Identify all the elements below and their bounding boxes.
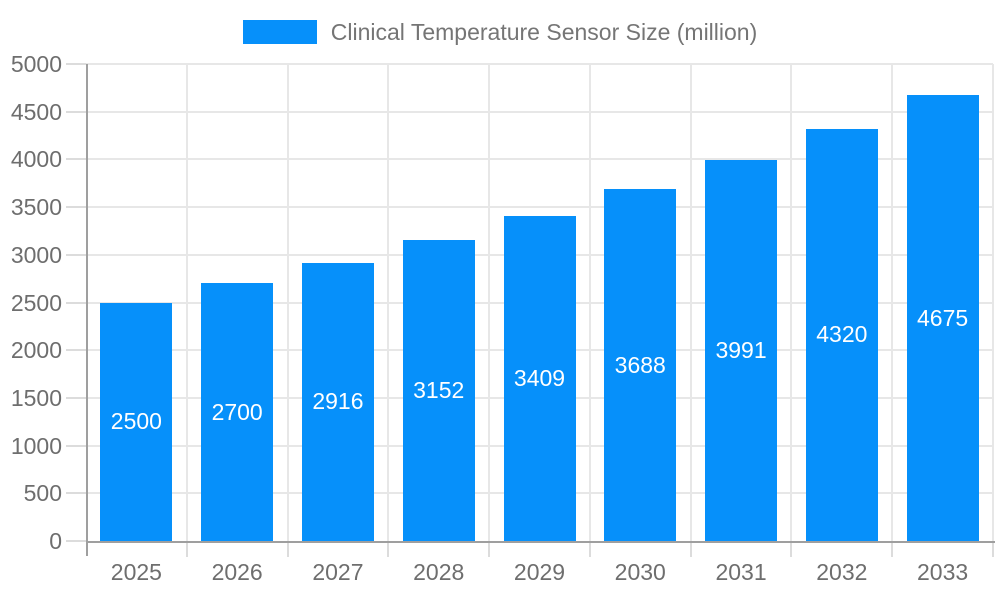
x-axis-label-2028: 2028 (413, 559, 465, 585)
legend-swatch (242, 20, 317, 44)
bar-2027[interactable]: 2916 (301, 262, 374, 541)
x-axis-tick (387, 543, 390, 557)
x-gridline (689, 64, 692, 541)
x-gridline (286, 64, 289, 541)
y-axis-tick (66, 444, 86, 447)
y-axis-label: 2500 (10, 289, 62, 316)
x-axis-tick (286, 543, 289, 557)
x-axis-tick (790, 543, 793, 557)
bar-value-label: 3991 (715, 337, 767, 364)
y-axis-tick (66, 158, 86, 161)
y-axis-tick (66, 63, 86, 65)
bar-2029[interactable]: 3409 (503, 215, 576, 541)
y-axis-label: 1000 (10, 432, 62, 459)
x-axis-tick (689, 543, 692, 557)
bar-2026[interactable]: 2700 (201, 283, 274, 541)
x-axis-line (86, 541, 995, 543)
y-axis-label: 3500 (10, 194, 62, 221)
y-axis-tick (66, 301, 86, 304)
x-gridline (790, 64, 793, 541)
x-gridline (588, 64, 591, 541)
y-axis-tick (66, 396, 86, 399)
x-axis-label-2027: 2027 (312, 559, 364, 585)
y-axis-label: 2000 (10, 337, 62, 364)
bar-value-label: 4320 (816, 321, 868, 348)
bar-2028[interactable]: 3152 (402, 240, 475, 541)
x-gridline (185, 64, 188, 541)
y-axis-label: 5000 (10, 51, 62, 77)
bar-2030[interactable]: 3688 (604, 189, 677, 541)
legend-item[interactable]: Clinical Temperature Sensor Size (millio… (0, 16, 1000, 48)
bar-value-label: 4675 (917, 304, 969, 331)
x-axis-label-2030: 2030 (614, 559, 666, 585)
bar-2032[interactable]: 4320 (805, 128, 878, 541)
y-gridline (86, 63, 993, 65)
bar-2033[interactable]: 4675 (906, 95, 979, 541)
x-gridline (488, 64, 491, 541)
y-axis-tick (66, 110, 86, 113)
bar-value-label: 2700 (211, 398, 263, 425)
x-axis-tick (992, 543, 994, 557)
x-axis-tick (488, 543, 491, 557)
x-gridline (891, 64, 894, 541)
x-axis-label-2025: 2025 (110, 559, 162, 585)
bar-value-label: 3409 (513, 364, 566, 391)
y-gridline (86, 110, 993, 113)
x-axis-tick (185, 543, 188, 557)
x-axis-label-2029: 2029 (513, 559, 566, 585)
y-axis-tick (66, 206, 86, 209)
bar-value-label: 2500 (110, 408, 162, 435)
x-axis-label-2031: 2031 (715, 559, 767, 585)
x-gridline (387, 64, 390, 541)
y-axis-label: 3000 (10, 241, 62, 268)
bar-2025[interactable]: 2500 (100, 302, 173, 541)
bar-value-label: 3152 (413, 377, 465, 404)
x-axis-tick (588, 543, 591, 557)
x-axis-label-2026: 2026 (211, 559, 263, 585)
y-axis-tick (66, 492, 86, 495)
bar-value-label: 3688 (614, 351, 666, 378)
y-gridline (86, 206, 993, 209)
x-gridline (992, 64, 994, 541)
y-axis-label: 4500 (10, 98, 62, 125)
y-axis-label: 1500 (10, 384, 62, 411)
y-axis-tick (66, 349, 86, 352)
bar-2031[interactable]: 3991 (705, 160, 778, 541)
x-axis-label-2032: 2032 (816, 559, 868, 585)
y-axis-label: 4000 (10, 146, 62, 173)
bar-value-label: 2916 (312, 388, 364, 415)
x-axis-label-2033: 2033 (917, 559, 969, 585)
y-axis-label: 0 (49, 528, 62, 554)
y-axis-tick (66, 540, 86, 542)
y-axis-line (86, 64, 88, 556)
plot-area: 2500 2700 2916 3152 3409 3688 3991 4320 4675 (86, 63, 994, 541)
y-gridline (86, 158, 993, 161)
y-axis-tick (66, 253, 86, 256)
x-axis-tick (891, 543, 894, 557)
legend-label: Clinical Temperature Sensor Size (millio… (330, 18, 758, 45)
y-axis-label: 500 (23, 480, 62, 507)
